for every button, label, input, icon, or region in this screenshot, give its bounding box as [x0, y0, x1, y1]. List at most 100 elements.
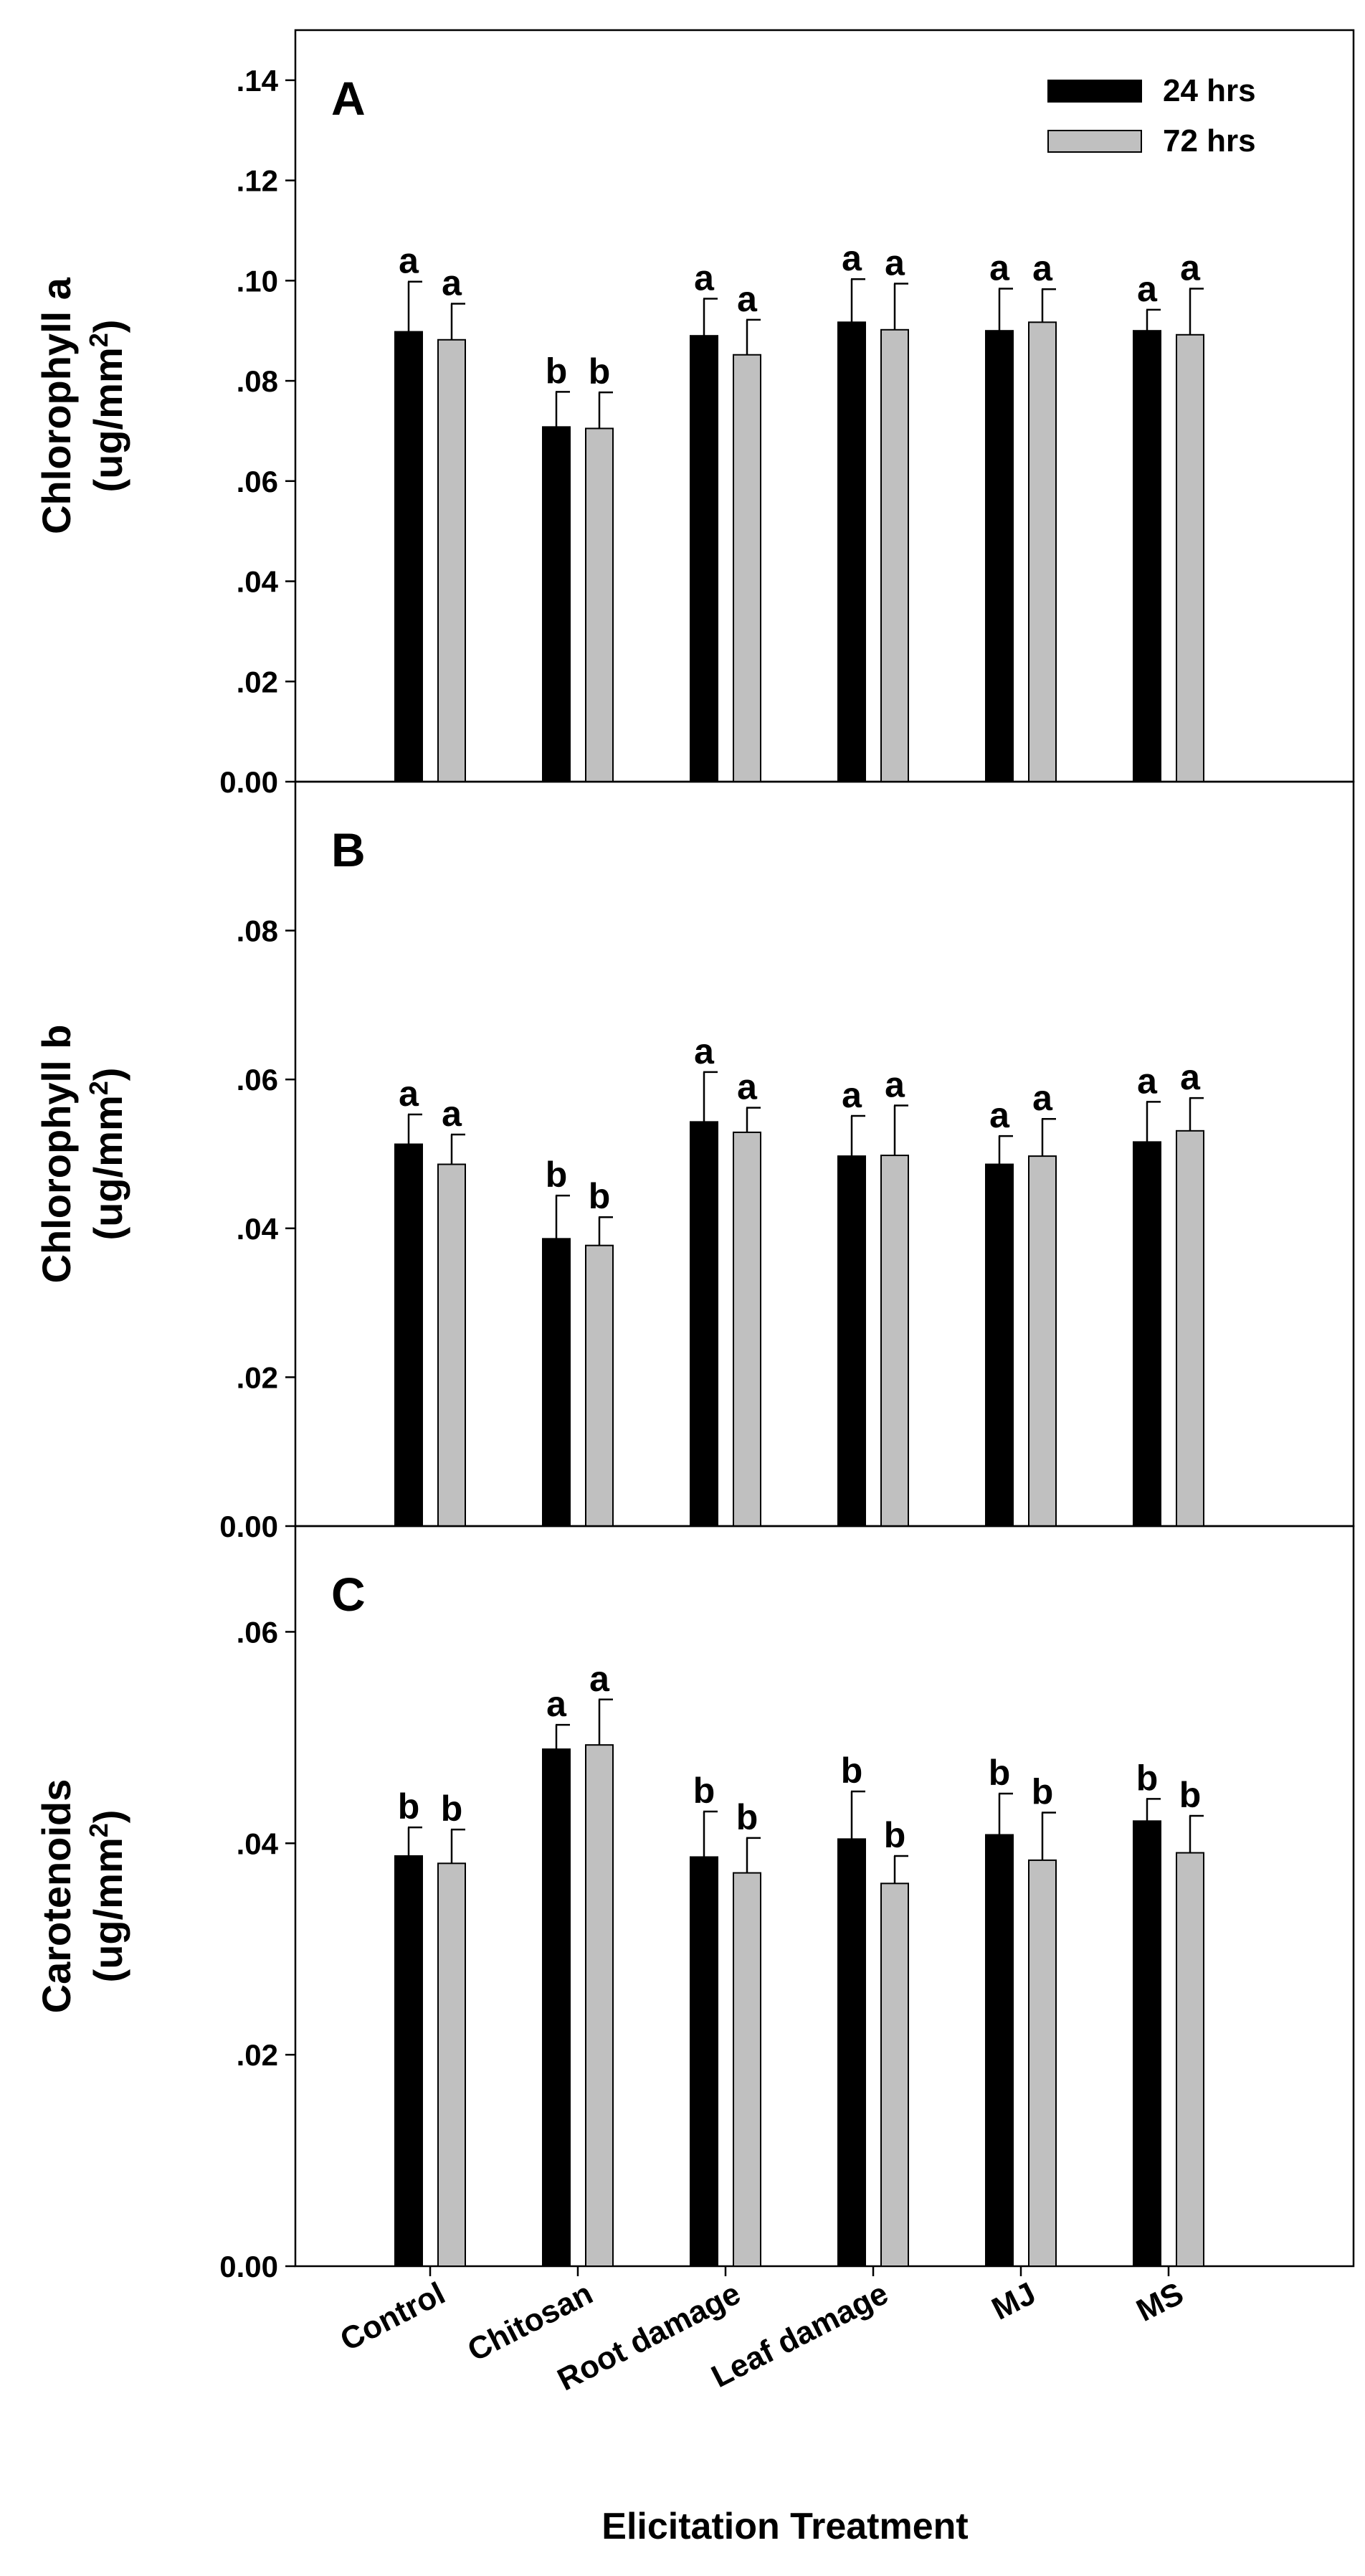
significance-letter: a — [737, 1067, 758, 1107]
bar — [542, 426, 571, 782]
y-tick-label: .06 — [237, 1615, 278, 1649]
significance-letter: a — [1032, 1078, 1053, 1118]
bar — [837, 1155, 866, 1527]
legend-swatch — [1047, 130, 1142, 153]
bar — [985, 1163, 1014, 1527]
y-axis-title-line2: (ug/mm2) — [84, 1810, 130, 1983]
bar — [1176, 1130, 1204, 1527]
y-axis-unit-superscript: 2 — [84, 333, 113, 347]
y-axis-title-line1: Carotenoids — [34, 1779, 79, 2014]
significance-letter: a — [399, 241, 419, 281]
significance-letter: b — [841, 1751, 863, 1791]
bar — [437, 1163, 466, 1527]
bar — [585, 1244, 614, 1527]
legend-swatch — [1047, 80, 1142, 103]
significance-letter: a — [737, 279, 758, 319]
panel-frame — [294, 1525, 1355, 2268]
bar — [542, 1238, 571, 1528]
panel-a: A 0.00 .02 .04 .06 .08 .10 .12 .14 Chlorophyll a(… — [34, 29, 1355, 799]
y-axis-unit: (ug/mm — [85, 1837, 130, 1982]
bar — [585, 427, 614, 782]
y-axis-unit-close: ) — [85, 1810, 130, 1824]
bar — [733, 1872, 761, 2267]
y-tick-label: .14 — [237, 64, 279, 98]
panel-b: B 0.00 .02 .04 .06 .08 Chlorophyll b (ug/mm2) a b… — [34, 780, 1355, 1543]
bar — [1133, 1820, 1161, 2267]
bar — [437, 338, 466, 782]
y-tick-label: 0.00 — [219, 2250, 278, 2283]
significance-letter: b — [1136, 1758, 1159, 1798]
significance-letter: b — [589, 1176, 611, 1216]
y-axis-title-line1: Chlorophyll a — [34, 277, 79, 534]
y-tick-label: .04 — [237, 1212, 279, 1246]
y-axis-unit-close: ) — [85, 1068, 130, 1081]
significance-letter: b — [441, 1789, 463, 1829]
significance-letter: b — [884, 1815, 906, 1855]
significance-letter: a — [885, 1065, 905, 1105]
bar — [394, 1855, 423, 2267]
significance-letter: a — [842, 1075, 862, 1115]
bar — [394, 1143, 423, 1527]
significance-letter: b — [693, 1771, 715, 1811]
significance-letter: a — [589, 1659, 610, 1699]
bar — [1176, 1852, 1204, 2267]
legend-label: 24 hrs — [1163, 73, 1256, 108]
bar — [1028, 1155, 1057, 1527]
y-axis-title-line2: (ug/mm2) — [84, 1068, 130, 1241]
legend-label: 72 hrs — [1163, 123, 1256, 158]
significance-letter: a — [694, 257, 715, 298]
significance-letter: b — [1032, 1772, 1054, 1812]
y-tick-label: .02 — [237, 2038, 278, 2072]
bar — [985, 1834, 1014, 2267]
y-tick-label: .08 — [237, 914, 278, 948]
y-tick-label: .06 — [237, 465, 278, 498]
significance-letter: a — [1137, 1061, 1158, 1101]
x-axis-title: Elicitation Treatment — [601, 2506, 968, 2547]
bar — [837, 1838, 866, 2268]
bar — [733, 354, 761, 782]
y-axis-unit: (ug/mm — [85, 347, 130, 492]
bar — [1176, 333, 1204, 783]
y-tick-label: .10 — [237, 264, 278, 298]
y-tick-label: .12 — [237, 164, 278, 198]
significance-letter: a — [694, 1031, 715, 1071]
bar — [1028, 321, 1057, 782]
bar — [1133, 1141, 1161, 1527]
y-axis-unit: (ug/mm — [85, 1095, 130, 1240]
y-tick-label: .06 — [237, 1063, 278, 1097]
bar — [690, 1856, 718, 2267]
panel-letter: A — [331, 72, 366, 125]
y-tick-label: .02 — [237, 1360, 278, 1394]
significance-letter: a — [442, 262, 462, 303]
significance-letter: a — [989, 1095, 1010, 1135]
significance-letter: b — [1179, 1775, 1202, 1815]
panel-letter: B — [331, 823, 366, 876]
legend: 24 hrs 72 hrs — [1047, 73, 1256, 158]
y-tick-label: 0.00 — [219, 765, 278, 799]
bar — [437, 1862, 466, 2267]
y-axis-unit-superscript: 2 — [84, 1081, 113, 1095]
significance-letter: b — [546, 1155, 568, 1195]
bar — [837, 321, 866, 782]
bar — [1133, 330, 1161, 782]
y-tick-label: .04 — [237, 1827, 279, 1860]
y-axis-title-line1: Chlorophyll b — [34, 1025, 79, 1284]
y-tick-label: .02 — [237, 665, 278, 699]
significance-letter: a — [1180, 248, 1201, 288]
significance-letter: a — [1032, 248, 1053, 288]
bar — [690, 335, 718, 783]
significance-letter: a — [442, 1094, 462, 1134]
significance-letter: a — [1137, 269, 1158, 309]
bar — [985, 330, 1014, 782]
significance-letter: a — [885, 243, 905, 283]
significance-letter: b — [398, 1786, 420, 1827]
y-tick-label: 0.00 — [219, 1510, 278, 1543]
significance-letter: a — [546, 1684, 567, 1724]
significance-letter: b — [546, 351, 568, 391]
significance-letter: a — [1180, 1057, 1201, 1097]
bar — [880, 1883, 909, 2267]
y-axis-unit-superscript: 2 — [84, 1823, 113, 1837]
bar — [542, 1748, 571, 2267]
